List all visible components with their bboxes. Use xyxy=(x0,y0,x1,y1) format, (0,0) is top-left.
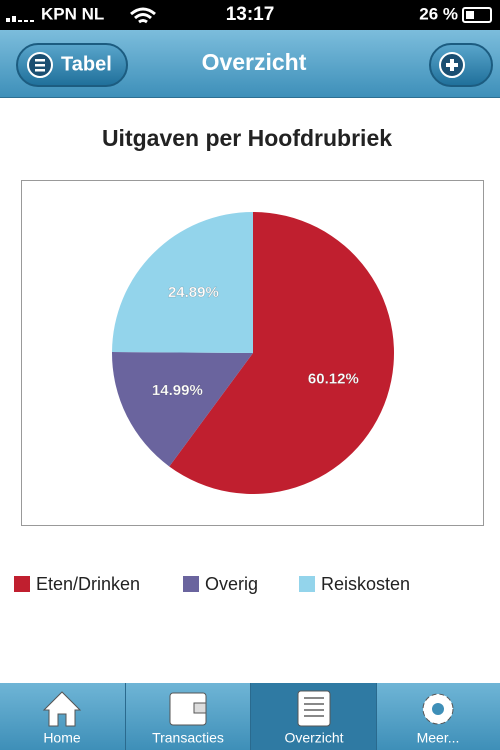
carrier: KPN NL xyxy=(41,4,104,23)
tab-2[interactable]: Overzicht xyxy=(284,690,344,746)
legend-swatch xyxy=(14,576,30,592)
tab-0[interactable]: Home xyxy=(42,691,82,746)
wallet-clasp xyxy=(193,702,207,714)
legend: Eten/Drinken Overig Reiskosten xyxy=(14,574,410,594)
chart-title: Uitgaven per Hoofdrubriek xyxy=(102,125,392,151)
status-bar xyxy=(0,0,500,30)
nav-title: Overzicht xyxy=(202,49,307,75)
battery-level: 26 % xyxy=(419,4,458,23)
gear-hole xyxy=(432,703,444,715)
tabel-label[interactable]: Tabel xyxy=(61,53,112,75)
home-icon xyxy=(42,691,82,727)
legend-swatch xyxy=(183,576,199,592)
tab-1[interactable]: Transacties xyxy=(152,692,224,746)
slice-label: 24.89% xyxy=(168,284,219,301)
legend-label: Overig xyxy=(205,574,258,594)
slice-label: 14.99% xyxy=(152,382,203,399)
wifi-icon xyxy=(130,7,156,24)
battery-icon xyxy=(462,7,492,23)
pie-slice xyxy=(112,352,253,467)
legend-label: Reiskosten xyxy=(321,574,410,594)
tab-label[interactable]: Meer... xyxy=(417,730,460,746)
legend-label: Eten/Drinken xyxy=(36,574,140,594)
list-icon xyxy=(297,690,331,727)
signal-icon xyxy=(6,16,34,22)
tab-3[interactable]: Meer... xyxy=(417,693,460,746)
tab-label[interactable]: Transacties xyxy=(152,730,224,746)
battery-fill xyxy=(466,11,474,19)
tabel-button[interactable]: Tabel xyxy=(16,43,128,87)
pie-slice xyxy=(112,211,254,353)
pie: 60.12% 14.99% 24.89% xyxy=(112,211,395,495)
tab-label[interactable]: Home xyxy=(43,730,81,746)
pie-slice xyxy=(169,211,395,495)
add-button[interactable] xyxy=(429,43,493,87)
clock: 13:17 xyxy=(226,4,275,25)
slice-label: 60.12% xyxy=(308,370,359,387)
tabs: Home Transacties Overzicht Meer... xyxy=(42,683,460,750)
legend-swatch xyxy=(299,576,315,592)
tab-label[interactable]: Overzicht xyxy=(284,730,343,746)
